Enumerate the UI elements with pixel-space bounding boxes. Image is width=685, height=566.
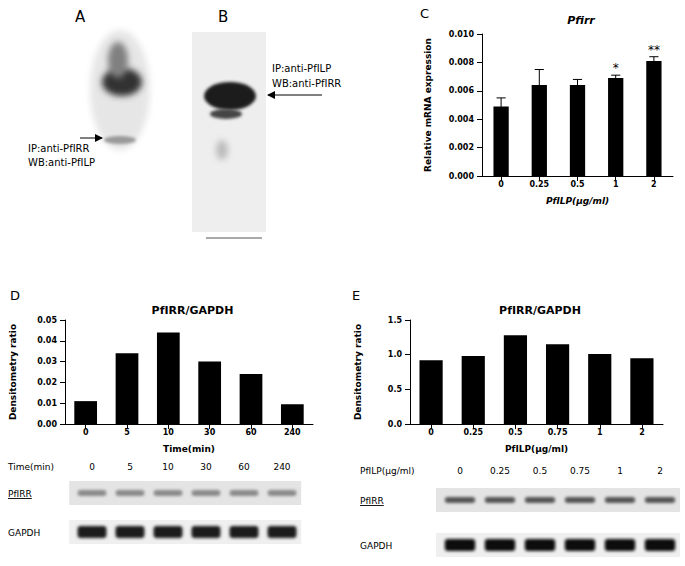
svg-text:0: 0 xyxy=(428,428,434,437)
svg-text:0.002: 0.002 xyxy=(449,143,474,152)
svg-text:0: 0 xyxy=(89,462,95,472)
svg-text:0.008: 0.008 xyxy=(449,58,475,67)
svg-text:IP:anti-PfILP: IP:anti-PfILP xyxy=(272,63,331,74)
svg-text:Relative mRNA expression: Relative mRNA expression xyxy=(423,38,433,172)
svg-text:Time(min): Time(min) xyxy=(163,444,215,454)
svg-text:PfIRR/GAPDH: PfIRR/GAPDH xyxy=(152,304,234,317)
svg-text:30: 30 xyxy=(204,428,216,437)
svg-text:60: 60 xyxy=(238,462,250,472)
svg-text:D: D xyxy=(10,288,20,303)
svg-text:0.5: 0.5 xyxy=(508,428,523,437)
svg-text:PfIRR/GAPDH: PfIRR/GAPDH xyxy=(499,304,581,317)
svg-text:0.05: 0.05 xyxy=(37,316,57,325)
svg-text:C: C xyxy=(420,6,429,21)
svg-text:1: 1 xyxy=(617,466,623,476)
svg-text:0.0: 0.0 xyxy=(388,420,403,429)
svg-text:0.02: 0.02 xyxy=(37,378,57,387)
svg-text:0: 0 xyxy=(83,428,89,437)
svg-text:0.04: 0.04 xyxy=(37,336,57,345)
svg-text:1: 1 xyxy=(597,428,603,437)
svg-text:1: 1 xyxy=(613,180,619,189)
svg-text:0.75: 0.75 xyxy=(548,428,568,437)
svg-text:**: ** xyxy=(648,43,660,57)
svg-text:10: 10 xyxy=(163,428,175,437)
svg-text:240: 240 xyxy=(273,462,290,472)
svg-text:IP:anti-PfIRR: IP:anti-PfIRR xyxy=(28,143,90,154)
svg-text:0.004: 0.004 xyxy=(449,115,475,124)
svg-text:PfILP(μg/ml): PfILP(μg/ml) xyxy=(360,466,414,476)
svg-text:60: 60 xyxy=(245,428,257,437)
svg-text:0.5: 0.5 xyxy=(388,385,403,394)
svg-text:GAPDH: GAPDH xyxy=(8,528,40,538)
svg-text:2: 2 xyxy=(639,428,645,437)
svg-text:WB:anti-PfIRR: WB:anti-PfIRR xyxy=(272,78,341,89)
svg-text:*: * xyxy=(613,61,619,75)
svg-text:0.01: 0.01 xyxy=(37,399,57,408)
svg-text:10: 10 xyxy=(162,462,174,472)
svg-text:0.006: 0.006 xyxy=(449,86,475,95)
svg-text:0.75: 0.75 xyxy=(570,466,590,476)
svg-text:0.25: 0.25 xyxy=(490,466,510,476)
svg-text:0.03: 0.03 xyxy=(37,357,57,366)
svg-text:Time(min): Time(min) xyxy=(7,462,54,472)
svg-text:PfIRR: PfIRR xyxy=(360,496,384,506)
svg-text:Pfirr: Pfirr xyxy=(567,14,595,27)
svg-text:5: 5 xyxy=(124,428,130,437)
svg-text:Densitometry ratio: Densitometry ratio xyxy=(8,324,18,420)
svg-text:30: 30 xyxy=(200,462,212,472)
svg-text:240: 240 xyxy=(284,428,301,437)
svg-text:0.25: 0.25 xyxy=(463,428,483,437)
svg-text:Densitometry ratio: Densitometry ratio xyxy=(353,324,363,420)
svg-text:2: 2 xyxy=(657,466,663,476)
svg-text:5: 5 xyxy=(127,462,133,472)
svg-text:1.0: 1.0 xyxy=(388,350,403,359)
svg-text:E: E xyxy=(352,288,360,303)
svg-text:0.010: 0.010 xyxy=(449,30,475,39)
svg-text:1.5: 1.5 xyxy=(388,316,403,325)
svg-text:0.00: 0.00 xyxy=(37,420,57,429)
svg-text:A: A xyxy=(75,8,86,26)
svg-text:2: 2 xyxy=(651,180,657,189)
svg-text:PfIRR: PfIRR xyxy=(8,489,32,499)
svg-text:B: B xyxy=(218,8,228,26)
svg-text:GAPDH: GAPDH xyxy=(360,541,392,551)
svg-text:PfILP(μg/ml): PfILP(μg/ml) xyxy=(546,196,609,206)
svg-text:PfILP(μg/ml): PfILP(μg/ml) xyxy=(505,444,568,454)
svg-text:0.000: 0.000 xyxy=(449,172,475,181)
svg-text:0.25: 0.25 xyxy=(529,180,549,189)
svg-text:WB:anti-PfILP: WB:anti-PfILP xyxy=(28,157,95,168)
svg-text:0: 0 xyxy=(457,466,463,476)
svg-text:0: 0 xyxy=(498,180,504,189)
svg-text:0.5: 0.5 xyxy=(570,180,585,189)
svg-text:0.5: 0.5 xyxy=(533,466,547,476)
